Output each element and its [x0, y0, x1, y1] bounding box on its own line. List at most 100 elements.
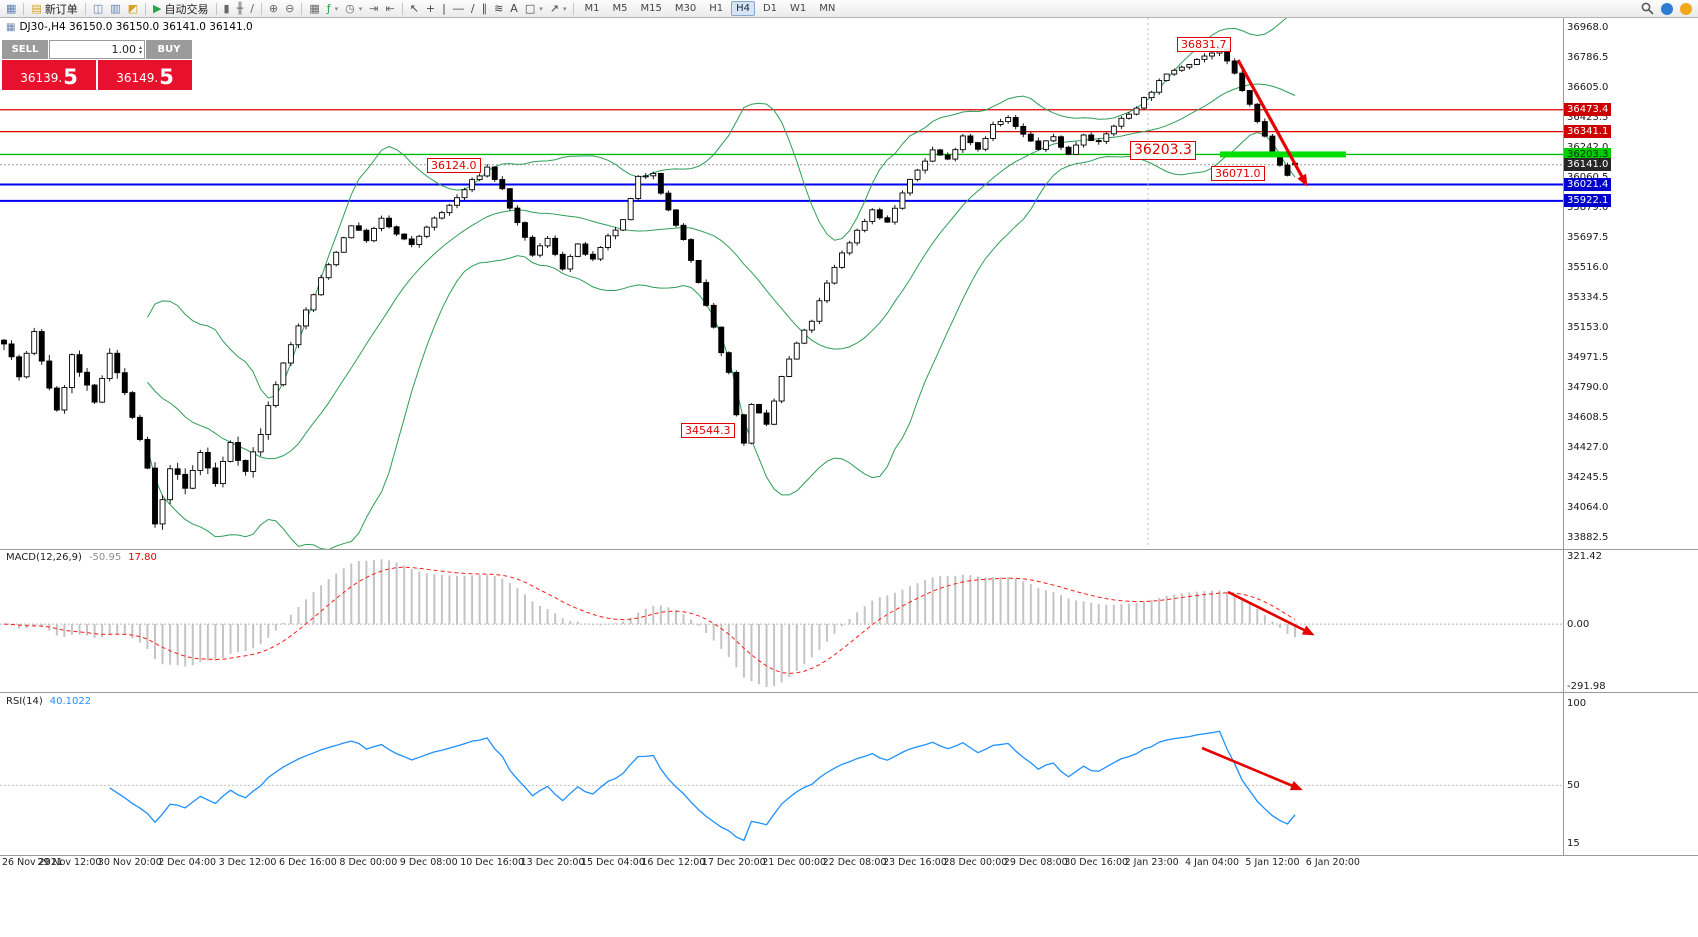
price-annotation[interactable]: 36831.7 [1177, 37, 1231, 52]
bar-chart-icon[interactable]: ▮ [221, 1, 233, 17]
time-axis-label: 29 Dec 08:00 [1003, 857, 1068, 868]
price-axis-separator[interactable] [1563, 18, 1564, 855]
data-window-icon[interactable]: ▥ [107, 1, 123, 17]
market-watch-icon[interactable]: ◫ [90, 1, 106, 17]
zoom-in-icon[interactable]: ⊕ [266, 1, 281, 17]
price-tag[interactable]: 35922.1 [1564, 194, 1612, 208]
chevron-down-icon: ▾ [358, 4, 363, 13]
time-axis-label: 16 Dec 12:00 [641, 857, 706, 868]
macd-axis-label: 0.00 [1567, 619, 1590, 631]
toolbar-separator [84, 2, 86, 15]
price-axis-label: 36968.0 [1567, 22, 1609, 33]
market-watch-icon: ◫ [92, 2, 104, 15]
price-axis-label: 34064.0 [1567, 502, 1609, 514]
volume-up-icon[interactable]: ▴ [138, 43, 142, 51]
new-order-icon: ▤ [31, 2, 42, 15]
line-chart-icon[interactable]: ∕ [247, 1, 257, 17]
toolbar: ▦ ▤ 新订单 ◫ ▥ ◩ ▶ 自动交易 ▮ ╫ ∕ ⊕ ⊖ ▦ ƒ ▾ ◷ ▾ ⇥ ⇤ ↖ + | ― ∕ ∥ ≋ A □ ▾ ↗ ▾ M1 M… [0, 0, 1698, 18]
price-axis-label: 34427.0 [1567, 442, 1609, 454]
vertical-line-icon[interactable]: | [439, 1, 449, 17]
price-tag[interactable]: 36141.0 [1564, 158, 1612, 172]
price-tag[interactable]: 36473.4 [1564, 103, 1612, 117]
channel-icon: ∥ [481, 2, 488, 15]
new-order-button-label: 新订单 [44, 2, 78, 16]
time-axis-label: 30 Dec 16:00 [1064, 857, 1129, 868]
time-axis-label: 23 Dec 16:00 [883, 857, 947, 868]
timeframe-m5[interactable]: M5 [612, 3, 628, 14]
macd-name: MACD(12,26,9) [6, 552, 82, 563]
tile-windows-icon[interactable]: ▦ [306, 1, 322, 17]
metaquotes-icon[interactable] [1661, 2, 1673, 15]
main-chart-canvas[interactable] [0, 18, 1563, 549]
price-annotation[interactable]: 34544.3 [681, 423, 735, 438]
time-axis-label: 2 Dec 04:00 [158, 857, 217, 868]
price-annotation[interactable]: 36071.0 [1211, 166, 1265, 181]
timeframe-w1[interactable]: W1 [790, 3, 807, 14]
timeframe-m15[interactable]: M15 [640, 3, 662, 14]
chevron-down-icon: ▾ [334, 4, 339, 13]
mql5-community-icon[interactable] [1680, 2, 1692, 15]
timeframe-h4[interactable]: H4 [731, 1, 755, 16]
navigator-icon: ◩ [127, 2, 139, 15]
navigator-icon[interactable]: ◩ [125, 1, 141, 17]
fibonacci-icon[interactable]: ≋ [491, 1, 506, 17]
time-axis-label: 9 Dec 08:00 [399, 857, 458, 868]
candlestick-chart-icon[interactable]: ╫ [234, 1, 247, 17]
charts-icon[interactable]: ▦ [3, 1, 19, 17]
arrows-icon[interactable]: ↗ ▾ [547, 1, 570, 17]
text-icon[interactable]: A [507, 1, 521, 17]
horizontal-line-icon[interactable]: ― [450, 1, 467, 17]
indicators-icon[interactable]: ƒ ▾ [324, 1, 341, 17]
candlestick-chart-icon: ╫ [236, 2, 244, 15]
price-tag[interactable]: 36341.1 [1564, 125, 1612, 139]
price-tag[interactable]: 36203.3 [1564, 147, 1612, 161]
timeframe-m30[interactable]: M30 [674, 3, 697, 14]
rsi-panel-divider[interactable] [0, 692, 1698, 693]
buy-button[interactable]: BUY [146, 40, 192, 59]
algo-trading-button[interactable]: ▶ 自动交易 [150, 1, 211, 17]
bar-chart-icon: ▮ [223, 2, 230, 15]
macd-panel-divider[interactable] [0, 549, 1698, 550]
price-annotation[interactable]: 36124.0 [427, 158, 481, 173]
tile-windows-icon: ▦ [309, 2, 320, 15]
chart-shift-icon: ⇤ [385, 2, 395, 15]
fibonacci-icon: ≋ [494, 2, 504, 15]
price-axis-label: 34790.0 [1567, 382, 1609, 394]
toolbar-separator [401, 2, 403, 15]
new-order-button[interactable]: ▤ 新订单 [28, 1, 80, 17]
toolbar-separator [145, 2, 147, 15]
volume-value: 1.00 [111, 43, 136, 56]
bid-price-panel[interactable]: 36139. 5 [2, 60, 96, 90]
auto-scroll-icon[interactable]: ⇥ [366, 1, 381, 17]
volume-stepper[interactable]: ▴ ▾ [138, 43, 142, 56]
volume-down-icon[interactable]: ▾ [138, 48, 142, 56]
timeframe-d1[interactable]: D1 [762, 3, 778, 14]
volume-input[interactable]: 1.00 ▴ ▾ [49, 40, 145, 59]
ask-price-panel[interactable]: 36149. 5 [98, 60, 192, 90]
time-periods-icon[interactable]: ◷ ▾ [342, 1, 365, 17]
macd-axis-label: 321.42 [1567, 551, 1602, 562]
trendline-icon[interactable]: ∕ [468, 1, 478, 17]
channel-icon[interactable]: ∥ [479, 1, 491, 17]
crosshair-icon[interactable]: + [423, 1, 438, 17]
data-window-icon: ▥ [110, 2, 121, 15]
rsi-panel-canvas[interactable] [0, 693, 1563, 854]
time-axis-label: 8 Dec 00:00 [339, 857, 398, 868]
price-axis-label: 33882.5 [1567, 532, 1609, 544]
zoom-out-icon[interactable]: ⊖ [282, 1, 297, 17]
macd-panel-canvas[interactable] [0, 550, 1563, 692]
shapes-icon[interactable]: □ ▾ [522, 1, 546, 17]
sell-button[interactable]: SELL [2, 40, 48, 59]
cursor-icon[interactable]: ↖ [407, 1, 422, 17]
price-axis-label: 34971.5 [1567, 352, 1609, 364]
macd-main-value: -50.95 [88, 552, 122, 563]
price-tag[interactable]: 36021.4 [1564, 178, 1612, 191]
search-icon[interactable] [1638, 1, 1657, 17]
macd-signal-value: 17.80 [128, 552, 157, 563]
chart-shift-icon[interactable]: ⇤ [382, 1, 397, 17]
timeframe-m1[interactable]: M1 [584, 3, 600, 14]
timeframe-mn[interactable]: MN [819, 3, 836, 14]
price-annotation[interactable]: 36203.3 [1130, 141, 1196, 160]
timeframe-h1[interactable]: H1 [709, 3, 724, 14]
